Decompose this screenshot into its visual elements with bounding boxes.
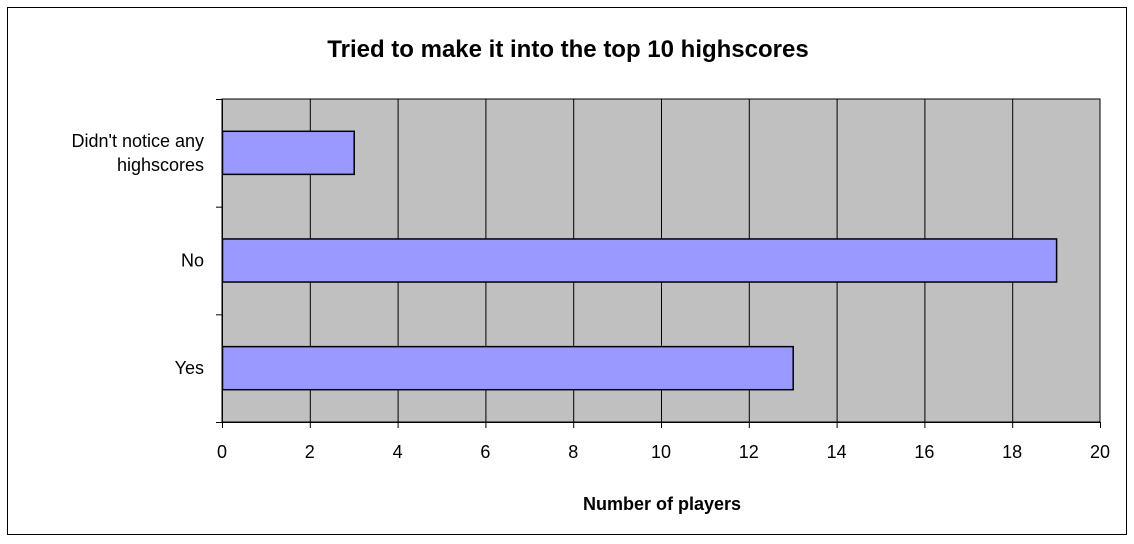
x-tick-labels: 0 2 4 6 8 10 12 14 16 18 20 — [217, 442, 1110, 462]
x-tick-label: 2 — [305, 442, 315, 462]
y-category-label: Didn't notice any — [71, 131, 204, 151]
x-tick-label: 8 — [568, 442, 578, 462]
chart-title: Tried to make it into the top 10 highsco… — [327, 36, 809, 63]
bars — [221, 130, 1058, 391]
axes — [216, 99, 1101, 428]
y-category-label: highscores — [117, 155, 204, 175]
x-tick-label: 16 — [914, 442, 934, 462]
bar — [221, 238, 1058, 283]
x-tick-label: 14 — [827, 442, 847, 462]
x-tick-label: 12 — [739, 442, 759, 462]
bar — [221, 345, 794, 391]
y-category-label: Yes — [175, 358, 204, 378]
x-tick-label: 10 — [651, 442, 671, 462]
y-category-labels: Didn't notice any highscores No Yes — [71, 131, 204, 378]
x-tick-label: 4 — [393, 442, 403, 462]
x-tick-label: 20 — [1090, 442, 1110, 462]
y-category-label: No — [181, 251, 204, 271]
x-tick-label: 6 — [480, 442, 490, 462]
x-axis-title: Number of players — [582, 494, 742, 514]
bar — [221, 130, 355, 176]
x-tick-label: 18 — [1002, 442, 1022, 462]
x-tick-label: 0 — [217, 442, 227, 462]
